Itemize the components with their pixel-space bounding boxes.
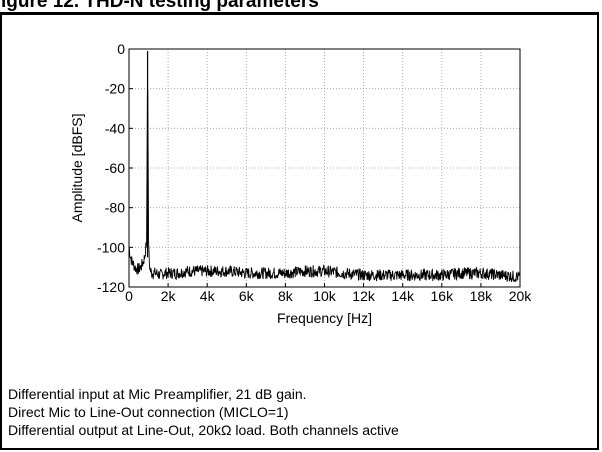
note-line: Differential output at Line-Out, 20kΩ lo…	[8, 422, 399, 438]
x-axis-label: Frequency [Hz]	[277, 310, 372, 326]
y-tick-label: -60	[105, 160, 125, 176]
x-tick-label: 12k	[352, 288, 376, 304]
y-tick-label: -80	[105, 200, 125, 216]
y-tick-label: -20	[105, 81, 125, 97]
x-tick-label: 16k	[431, 288, 455, 304]
y-tick-label: -40	[105, 120, 125, 136]
test-conditions: Differential input at Mic Preamplifier, …	[8, 385, 399, 439]
x-tick-label: 14k	[391, 288, 415, 304]
x-tick-label: 8k	[278, 288, 294, 304]
x-tick-label: 20k	[509, 288, 533, 304]
y-tick-label: -120	[97, 279, 125, 295]
x-tick-label: 18k	[470, 288, 494, 304]
figure-title: igure 12. THD-N testing parameters	[1, 0, 319, 12]
x-tick-label: 2k	[161, 288, 177, 304]
y-tick-label: -100	[97, 239, 125, 255]
note-line: Direct Mic to Line-Out connection (MICLO…	[8, 404, 289, 420]
note-line: Differential input at Mic Preamplifier, …	[8, 386, 307, 402]
y-tick-label: 0	[117, 41, 125, 57]
figure-frame: 0 2k 4k 6k 8k 10k 12k 14k 16k 18k 20k 0 -20 -40 -60 -80…	[0, 12, 599, 450]
x-tick-label: 4k	[200, 288, 216, 304]
spectrum-chart: 0 2k 4k 6k 8k 10k 12k 14k 16k 18k 20k 0 -20 -40 -60 -80…	[69, 41, 533, 326]
x-tick-label: 6k	[239, 288, 255, 304]
spectrum-series-line	[128, 88, 521, 283]
x-tick-label: 10k	[313, 288, 337, 304]
x-tick-label: 0	[125, 288, 133, 304]
y-axis-label: Amplitude [dBFS]	[69, 114, 85, 223]
